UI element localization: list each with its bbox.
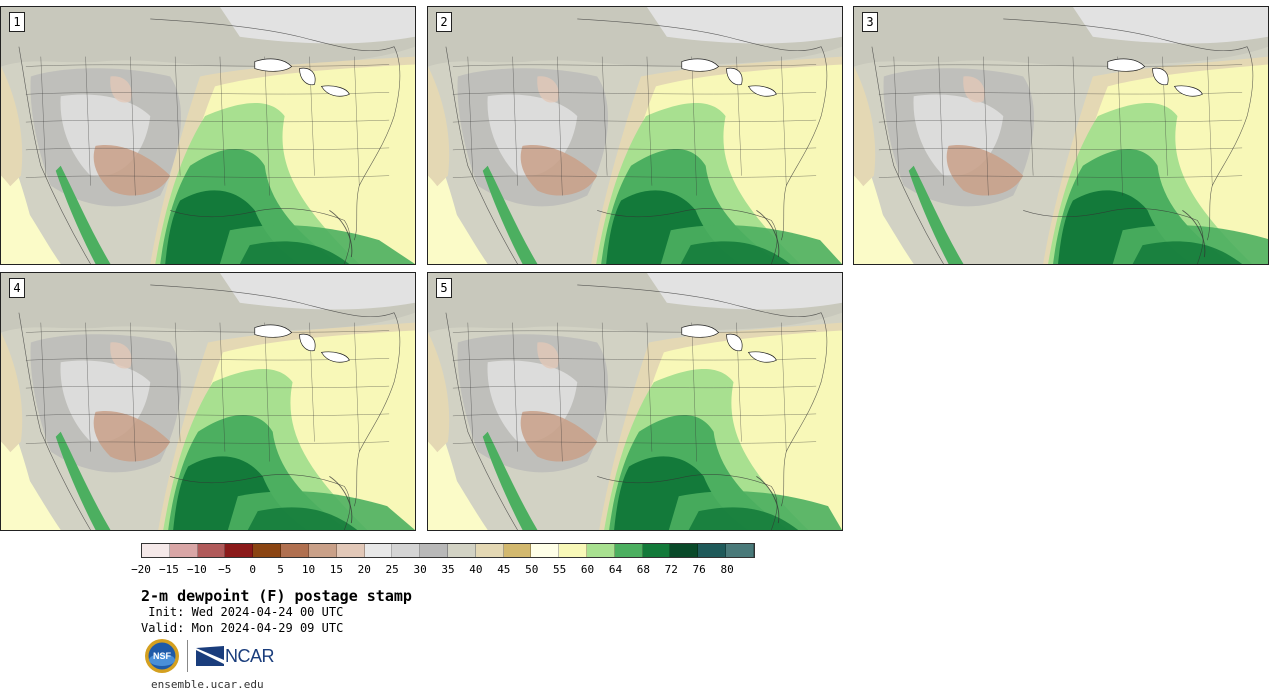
colorbar-swatch [364,544,393,557]
colorbar-tick-label: −20 [131,563,151,576]
colorbar-swatch [503,544,532,557]
colorbar-swatch [642,544,671,557]
colorbar-swatch [587,544,615,557]
dewpoint-map-2 [428,7,842,264]
colorbar-swatch [142,544,170,557]
ncar-mark-icon [196,646,224,666]
colorbar-tick-label: 30 [413,563,427,576]
colorbar-swatch [559,544,587,557]
colorbar-tick-label: 35 [441,563,455,576]
colorbar-swatch [392,544,421,557]
colorbar-tick-label: 55 [553,563,567,576]
colorbar-tick-label: 76 [692,563,706,576]
panel-number-1: 1 [9,12,25,32]
init-time: Init: Wed 2024-04-24 00 UTC [141,605,344,619]
colorbar-swatch [614,544,643,557]
dewpoint-map-5 [428,273,842,530]
colorbar-tick-label: 45 [497,563,511,576]
panel-number-5: 5 [436,278,452,298]
colorbar-tick-label: 5 [277,563,284,576]
colorbar-swatch [336,544,365,557]
postage-stamp-panel-2: 2 [427,6,843,265]
dewpoint-map-3 [854,7,1268,264]
colorbar-tick-label: 72 [664,563,678,576]
panel-number-2: 2 [436,12,452,32]
panel-number-4: 4 [9,278,25,298]
valid-time: Valid: Mon 2024-04-29 09 UTC [141,621,344,635]
postage-stamp-panel-3: 3 [853,6,1269,265]
logo-group: NSF NCAR [144,638,275,674]
colorbar-tick-label: −10 [186,563,207,576]
ncar-logo: NCAR [196,644,275,668]
postage-stamp-panel-1: 1 [0,6,416,265]
colorbar-tick-label: 50 [525,563,539,576]
colorbar-tick-labels: −20 −15 −10 −5 0 5 10 15 20 25 30 35 40 45 50 55 60 64 68 7… [131,563,755,577]
colorbar-swatch [281,544,309,557]
dewpoint-map-1 [1,7,415,264]
colorbar-swatch [670,544,699,557]
colorbar-swatch [531,544,560,557]
colorbar-tick-label: 64 [608,563,623,576]
colorbar-tick-label: 60 [580,563,595,576]
plot-title: 2-m dewpoint (F) postage stamp [141,587,412,605]
colorbar-swatch [420,544,448,557]
colorbar-swatch [726,544,754,557]
colorbar-tick-label: 80 [720,563,734,576]
colorbar-tick-label: −5 [218,563,232,576]
colorbar-tick-label: 0 [249,563,256,576]
colorbar-tick-label: 40 [469,563,483,576]
ncar-logo-text: NCAR [225,645,275,666]
colorbar-swatch [225,544,254,557]
colorbar-tick-label: 10 [301,563,316,576]
postage-stamp-panel-5: 5 [427,272,843,531]
panel-number-3: 3 [862,12,878,32]
colorbar-tick-label: 20 [357,563,371,576]
colorbar-swatch [698,544,727,557]
colorbar-swatch [253,544,282,557]
colorbar-tick-label: −15 [158,563,179,576]
colorbar-swatch [447,544,476,557]
colorbar-swatch [308,544,337,557]
dewpoint-map-4 [1,273,415,530]
colorbar-swatch [169,544,198,557]
logo-divider [187,640,188,672]
colorbar-tick-label: 25 [385,563,399,576]
nsf-logo-icon: NSF [145,639,179,673]
colorbar-swatch [197,544,226,557]
colorbar-swatch [475,544,504,557]
postage-stamp-panel-4: 4 [0,272,416,531]
colorbar-tick-label: 15 [329,563,343,576]
colorbar-tick-label: 68 [636,563,650,576]
site-url: ensemble.ucar.edu [151,678,264,691]
colorbar [141,543,755,558]
svg-text:NSF: NSF [153,651,172,661]
